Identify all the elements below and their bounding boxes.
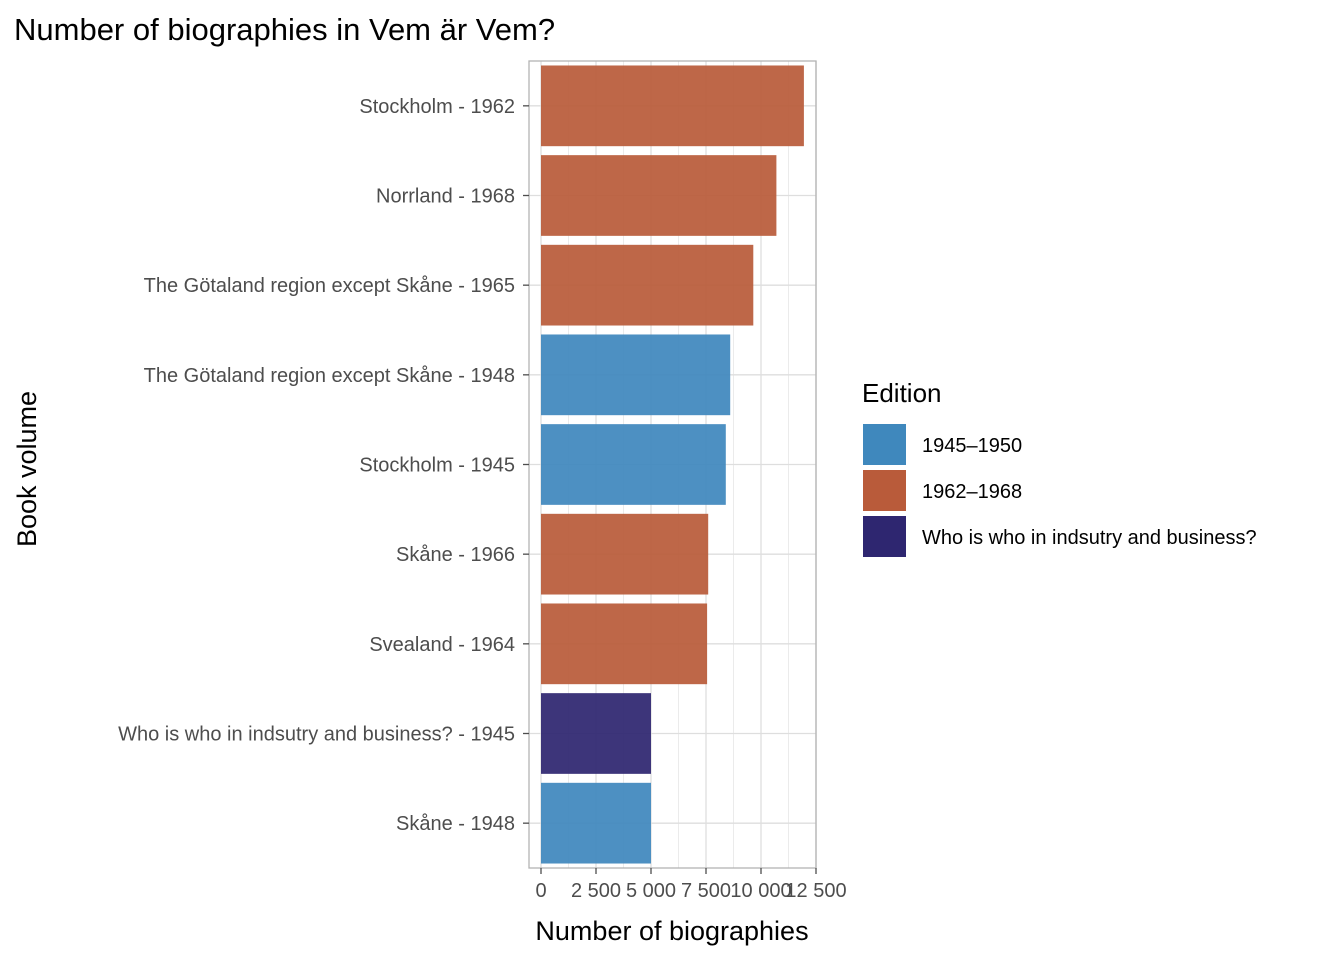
bar <box>541 424 726 505</box>
y-tick-label: Svealand - 1964 <box>369 634 515 656</box>
bar <box>541 65 804 147</box>
y-tick-label: Stockholm - 1962 <box>359 96 515 118</box>
x-tick-label: 10 000 <box>730 880 791 902</box>
y-tick-label: The Götaland region except Skåne - 1948 <box>144 365 515 387</box>
x-axis-title: Number of biographies <box>535 916 808 946</box>
bar <box>541 155 777 236</box>
chart-title: Number of biographies in Vem är Vem? <box>14 12 555 47</box>
bar <box>541 244 754 326</box>
legend-label: 1945–1950 <box>922 435 1022 457</box>
y-tick-label: Norrland - 1968 <box>376 186 515 208</box>
legend: Edition 1945–1950 1962–1968 Who is who in … <box>862 378 1257 557</box>
x-tick-label: 5 000 <box>626 880 676 902</box>
legend-swatch <box>863 424 906 465</box>
y-tick-label: Skåne - 1966 <box>396 544 515 566</box>
y-tick-label: Stockholm - 1945 <box>359 455 515 477</box>
x-tick-label: 12 500 <box>785 880 846 902</box>
x-tick-label: 2 500 <box>571 880 621 902</box>
bar <box>541 782 651 864</box>
legend-title: Edition <box>862 378 942 408</box>
y-tick-label: Skåne - 1948 <box>396 813 515 835</box>
y-axis-title: Book volume <box>12 391 42 547</box>
x-tick-label: 7 500 <box>681 880 731 902</box>
bar <box>541 513 709 595</box>
legend-label: 1962–1968 <box>922 481 1022 503</box>
legend-swatch <box>863 470 906 511</box>
bar <box>541 603 708 685</box>
bar <box>541 334 731 416</box>
legend-swatch <box>863 516 906 557</box>
x-tick-label: 0 <box>535 880 546 902</box>
y-tick-label: The Götaland region except Skåne - 1965 <box>144 275 515 297</box>
y-tick-label: Who is who in indsutry and business? - 1… <box>118 724 515 746</box>
bars <box>528 60 817 869</box>
legend-label: Who is who in indsutry and business? <box>922 527 1257 549</box>
bar <box>541 693 651 774</box>
y-axis-tick-labels: Stockholm - 1962 Norrland - 1968 The Götal… <box>118 96 529 835</box>
